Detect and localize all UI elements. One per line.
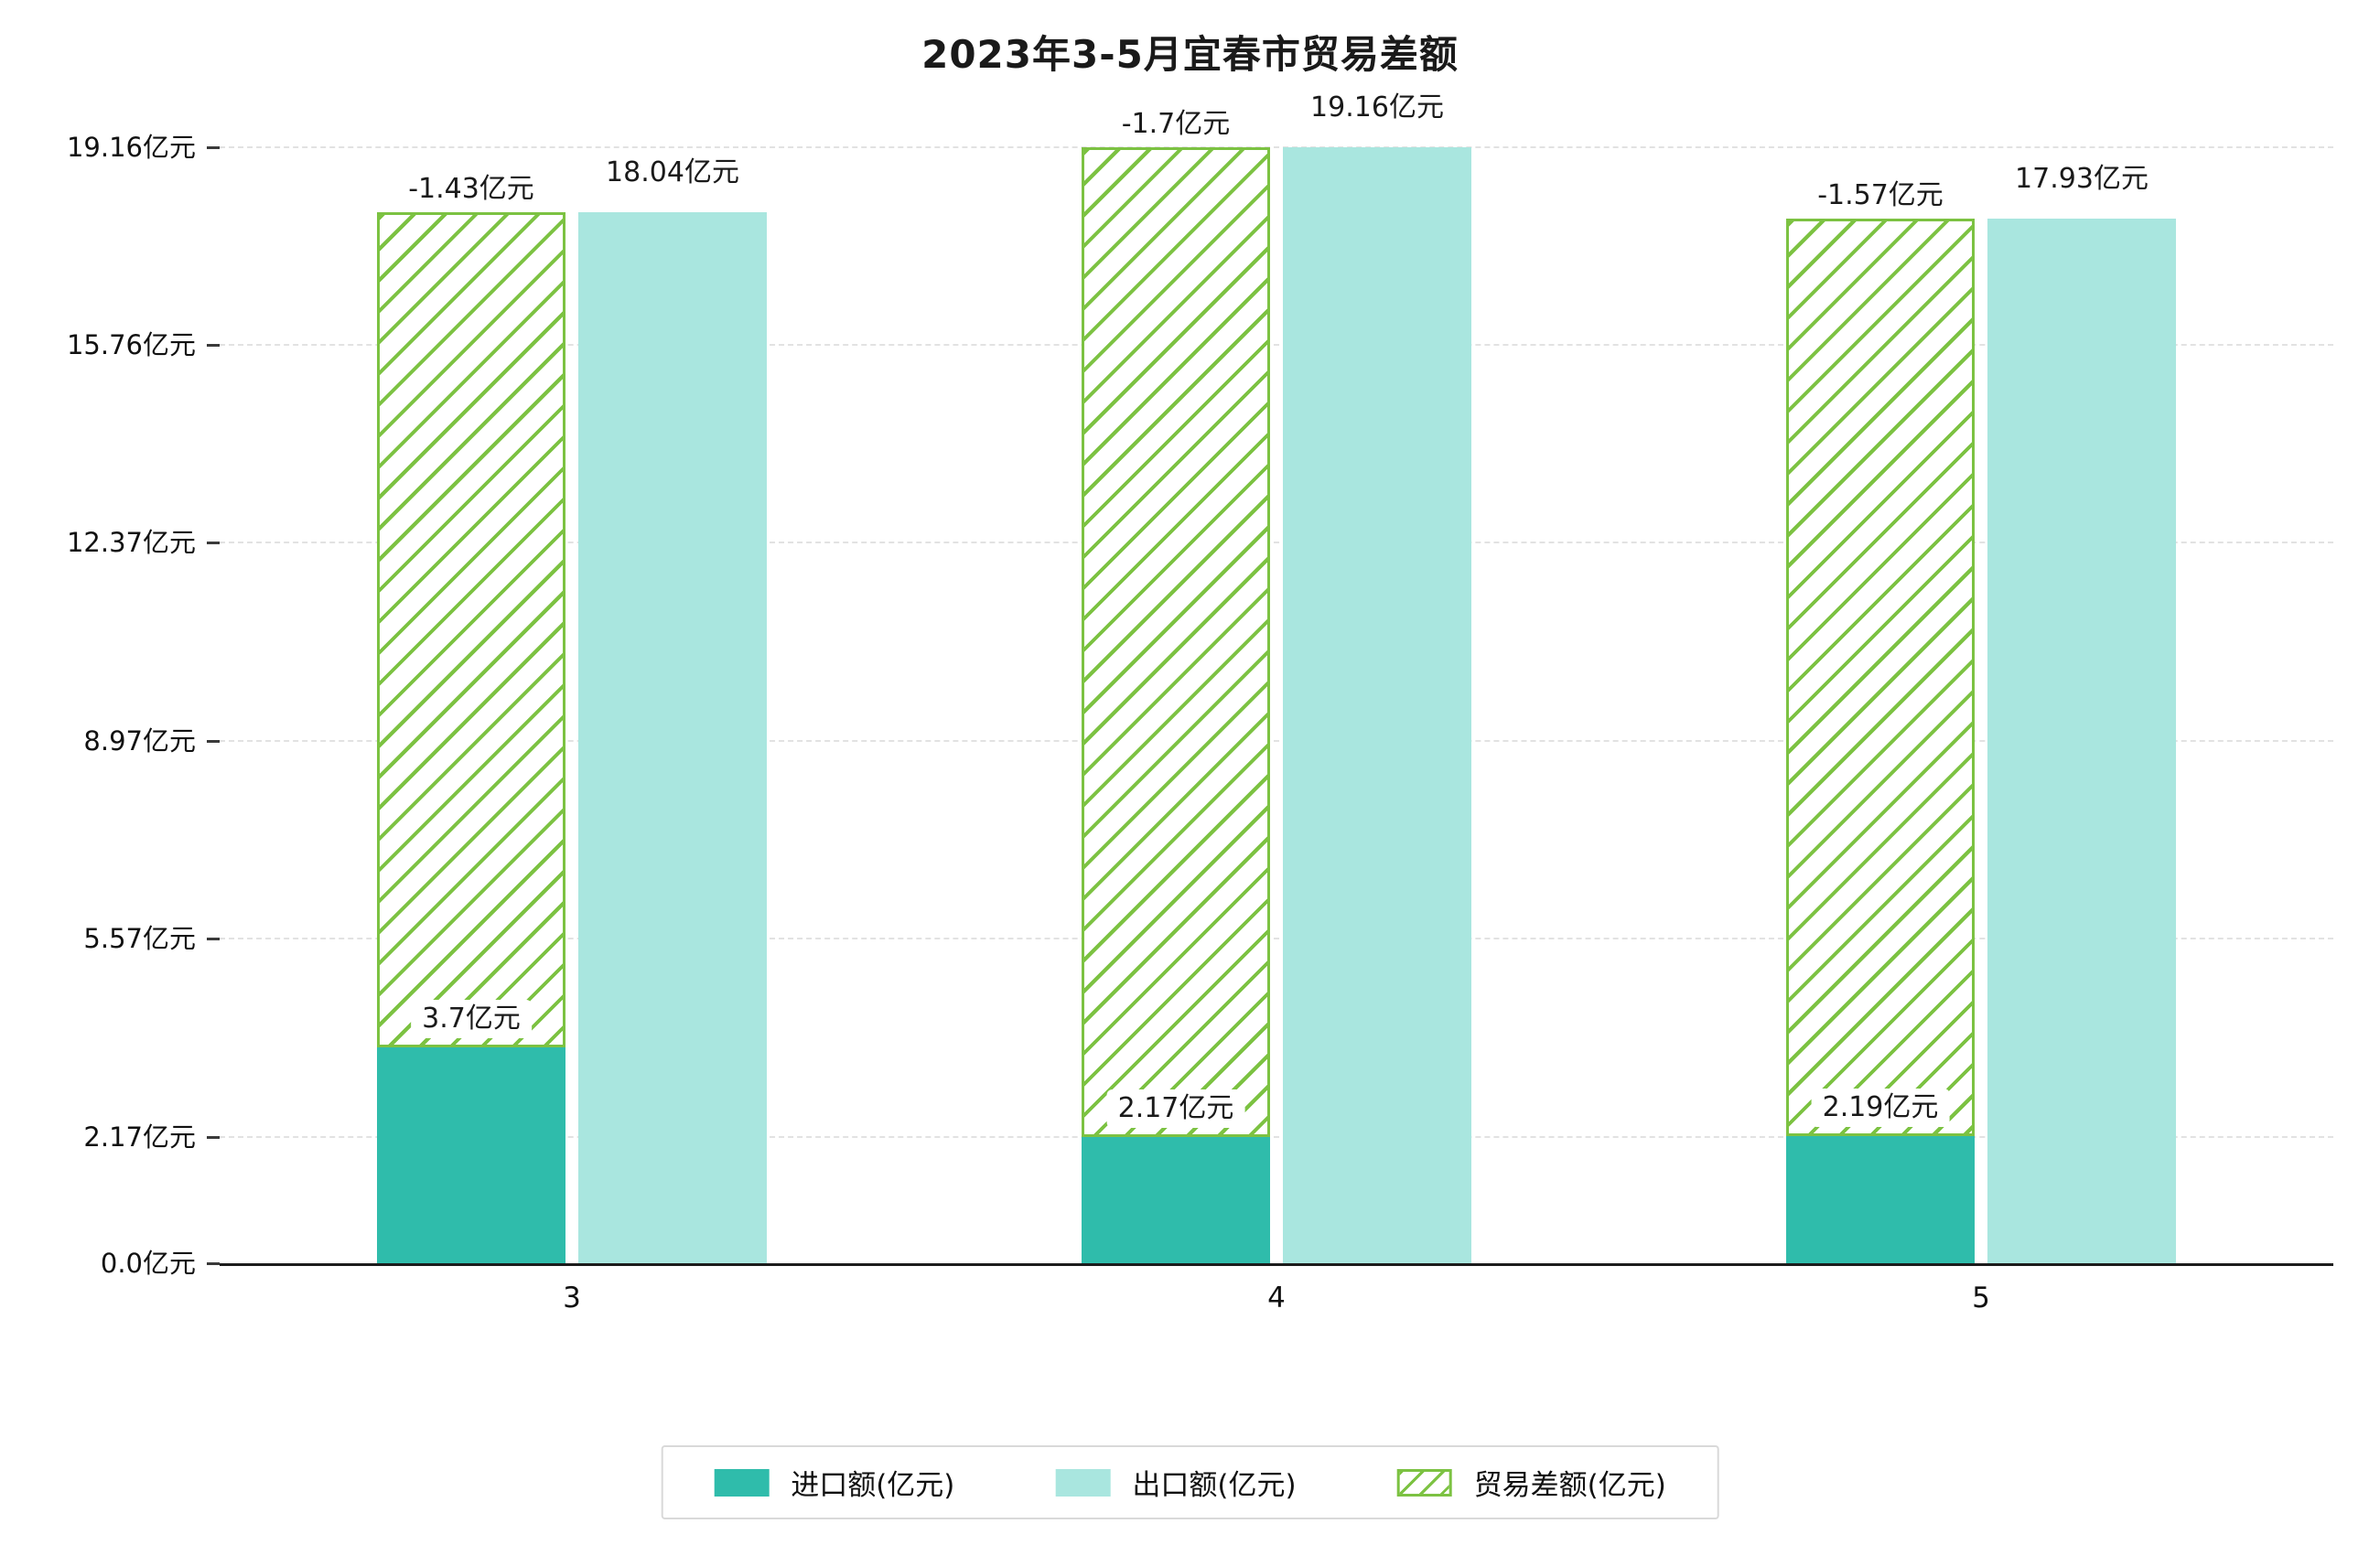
y-tick-mark-icon — [207, 1135, 220, 1139]
trade-balance-value-label: -1.43亿元 — [397, 170, 545, 209]
y-gridline — [220, 938, 2333, 940]
y-axis-tick-label: 15.76亿元 — [66, 329, 196, 361]
y-gridline — [220, 146, 2333, 148]
y-tick-mark-icon — [207, 344, 220, 348]
x-axis-line — [220, 1263, 2333, 1266]
y-tick-mark-icon — [207, 542, 220, 545]
export-value-label: 18.04亿元 — [595, 154, 750, 193]
trade-balance-value-label: -1.57亿元 — [1806, 177, 1955, 216]
y-tick-mark-icon — [207, 146, 220, 149]
trade-balance-bar — [377, 212, 565, 1048]
y-gridline — [220, 344, 2333, 347]
y-tick-mark-icon — [207, 938, 220, 941]
x-axis-tick-label: 4 — [1267, 1282, 1286, 1314]
legend-item-trade-balance: 贸易差额(亿元) — [1396, 1462, 1666, 1503]
y-gridline — [220, 739, 2333, 742]
legend-label-trade-balance: 贸易差额(亿元) — [1473, 1469, 1666, 1502]
legend-label-export: 出口额(亿元) — [1132, 1469, 1297, 1502]
y-axis-tick-label: 2.17亿元 — [83, 1121, 196, 1153]
trade-balance-legend-swatch-icon — [1396, 1468, 1452, 1497]
import-value-label: 2.17亿元 — [1106, 1089, 1245, 1128]
export-bar — [578, 212, 767, 1263]
export-bar — [1987, 219, 2176, 1263]
import-legend-swatch-icon — [714, 1468, 770, 1497]
trade-balance-value-label: -1.7亿元 — [1110, 105, 1242, 144]
y-gridline — [220, 1135, 2333, 1138]
legend-item-import: 进口额(亿元) — [714, 1462, 954, 1503]
import-bar — [1786, 1135, 1975, 1263]
export-bar — [1283, 147, 1471, 1263]
legend-item-export: 出口额(亿元) — [1055, 1462, 1297, 1503]
y-axis-tick-label: 5.57亿元 — [83, 923, 196, 955]
y-axis-tick-label: 19.16亿元 — [66, 132, 196, 163]
y-tick-mark-icon — [207, 1262, 220, 1265]
chart-title: 2023年3-5月宜春市贸易差额 — [921, 32, 1459, 77]
y-gridline — [220, 542, 2333, 544]
y-axis-tick-label: 0.0亿元 — [100, 1248, 196, 1279]
trade-balance-bar — [1082, 147, 1270, 1137]
export-value-label: 19.16亿元 — [1299, 89, 1455, 127]
y-axis-tick-label: 8.97亿元 — [83, 724, 196, 756]
import-bar — [377, 1047, 565, 1263]
export-legend-swatch-icon — [1055, 1468, 1111, 1497]
x-axis-tick-label: 5 — [1972, 1282, 1990, 1314]
import-value-label: 3.7亿元 — [411, 1000, 532, 1039]
legend-label-import: 进口额(亿元) — [791, 1469, 955, 1502]
y-tick-mark-icon — [207, 739, 220, 743]
y-axis-tick-label: 12.37亿元 — [66, 527, 196, 559]
import-bar — [1082, 1136, 1270, 1263]
x-axis-tick-label: 3 — [563, 1282, 581, 1314]
export-value-label: 17.93亿元 — [2004, 160, 2159, 199]
trade-balance-bar — [1786, 219, 1975, 1136]
legend: 进口额(亿元) 出口额(亿元) 贸易差额(亿元) — [661, 1445, 1719, 1519]
import-value-label: 2.19亿元 — [1811, 1088, 1950, 1127]
